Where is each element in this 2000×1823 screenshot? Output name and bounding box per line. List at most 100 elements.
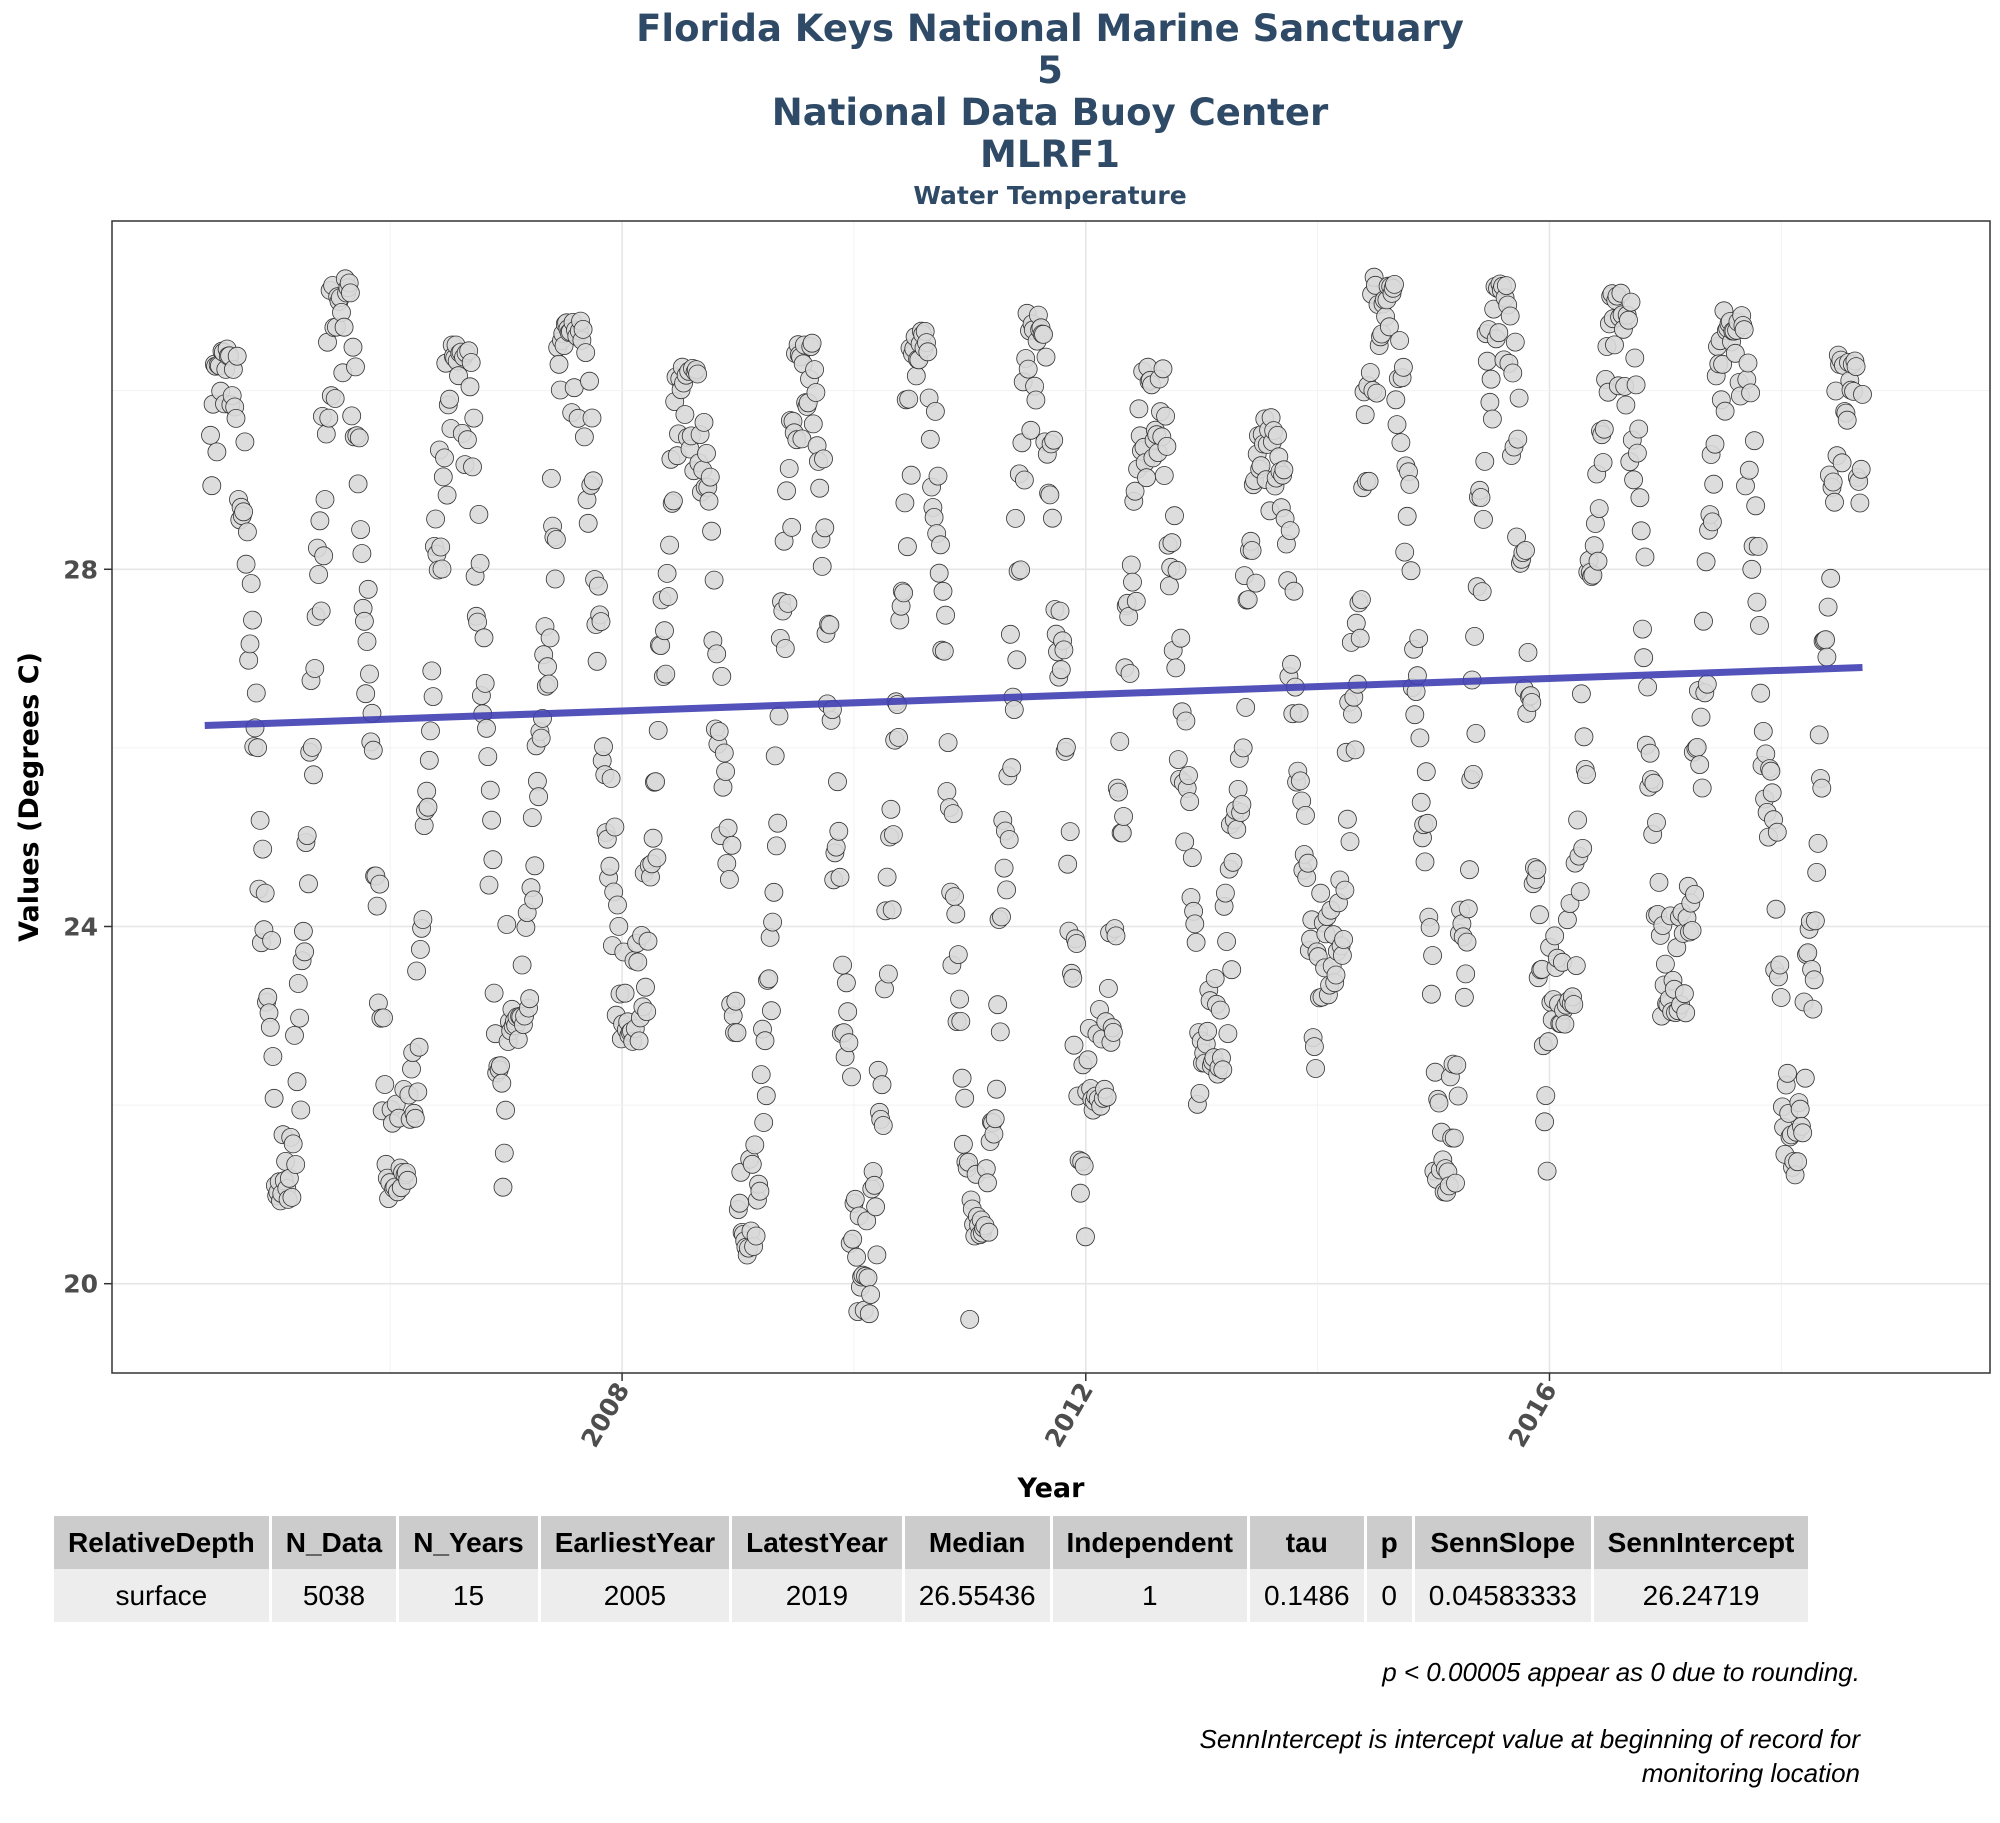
data-point xyxy=(759,969,779,989)
y-axis-label: Values (Degrees C) xyxy=(14,652,45,942)
data-point xyxy=(745,1135,765,1155)
data-point xyxy=(311,601,331,621)
data-point xyxy=(248,738,268,758)
data-point xyxy=(1685,885,1704,904)
data-point xyxy=(262,931,282,950)
data-point xyxy=(955,1088,975,1108)
data-point xyxy=(1762,783,1782,803)
data-point xyxy=(1109,782,1128,802)
data-point xyxy=(1420,918,1440,937)
data-point xyxy=(775,639,795,658)
data-point xyxy=(1238,590,1258,609)
data-point xyxy=(1475,451,1495,471)
data-point xyxy=(1289,703,1309,723)
data-point xyxy=(960,1310,980,1329)
data-point xyxy=(573,319,593,339)
table-row: surface 5038 15 2005 2019 26.55436 1 0.1… xyxy=(54,1569,1809,1622)
data-point xyxy=(236,554,256,574)
data-point xyxy=(1242,541,1262,560)
data-point xyxy=(426,509,446,529)
data-point xyxy=(1166,658,1186,678)
data-point xyxy=(1198,1021,1217,1041)
data-point xyxy=(1296,806,1315,825)
data-point xyxy=(299,874,318,894)
data-point xyxy=(531,728,551,748)
data-point xyxy=(1291,771,1310,791)
data-point xyxy=(263,1047,283,1066)
data-point xyxy=(712,667,732,686)
data-point xyxy=(1359,471,1379,491)
data-point xyxy=(742,1154,762,1174)
data-point xyxy=(829,821,849,841)
data-point xyxy=(1236,698,1256,717)
data-point xyxy=(494,1143,514,1163)
data-point xyxy=(988,995,1008,1015)
data-point xyxy=(1060,822,1080,841)
data-point xyxy=(697,443,716,463)
data-point xyxy=(688,364,707,384)
x-tick-label: 2016 xyxy=(1503,1378,1563,1453)
data-point xyxy=(1040,485,1060,505)
data-point xyxy=(226,408,246,428)
data-point xyxy=(895,493,915,513)
data-point xyxy=(234,502,254,522)
data-points xyxy=(201,267,1872,1329)
data-point xyxy=(1705,434,1725,454)
data-point xyxy=(1634,648,1654,668)
data-point xyxy=(1788,1152,1807,1172)
data-point xyxy=(899,389,919,409)
data-point xyxy=(351,520,371,539)
data-point xyxy=(638,931,658,951)
data-point xyxy=(1807,863,1827,882)
data-point xyxy=(1508,429,1528,449)
data-point xyxy=(1126,591,1146,611)
data-point xyxy=(1690,755,1710,774)
data-point xyxy=(346,357,365,377)
data-point xyxy=(1522,693,1542,712)
data-point xyxy=(937,782,957,801)
data-point xyxy=(460,377,480,397)
data-point xyxy=(1162,533,1182,553)
data-point xyxy=(814,449,833,469)
data-point xyxy=(843,1229,863,1249)
data-point xyxy=(1687,738,1707,757)
data-point xyxy=(1268,425,1287,445)
cell-tau: 0.1486 xyxy=(1249,1569,1364,1622)
data-point xyxy=(1186,933,1206,952)
data-point xyxy=(1352,590,1371,609)
data-point xyxy=(1745,431,1764,451)
data-point xyxy=(1555,1014,1575,1034)
data-point xyxy=(1097,1087,1117,1107)
data-point xyxy=(1185,914,1205,934)
data-point xyxy=(1851,459,1871,479)
data-point xyxy=(857,1211,877,1231)
data-point xyxy=(310,511,330,531)
data-point xyxy=(882,900,902,920)
data-point xyxy=(418,797,438,817)
data-point xyxy=(1057,737,1076,757)
data-point xyxy=(1570,882,1590,901)
data-point xyxy=(348,474,368,494)
data-point xyxy=(1112,823,1132,843)
data-point xyxy=(1394,357,1413,377)
data-point xyxy=(1448,1086,1468,1106)
data-point xyxy=(763,912,782,932)
data-point xyxy=(492,1073,512,1093)
data-point xyxy=(938,733,958,752)
data-point xyxy=(235,432,255,452)
data-point xyxy=(1446,1173,1465,1193)
data-point xyxy=(409,1037,429,1057)
data-point xyxy=(410,940,430,959)
data-point xyxy=(920,429,940,449)
data-point xyxy=(1125,481,1145,501)
data-point xyxy=(421,721,440,741)
data-point xyxy=(933,581,953,601)
data-point xyxy=(704,570,724,590)
data-point xyxy=(889,728,908,747)
data-point xyxy=(1457,932,1477,952)
data-point xyxy=(352,544,372,563)
data-point xyxy=(1675,984,1694,1004)
data-point xyxy=(859,1304,879,1324)
chart-title-line-4: MLRF1 xyxy=(980,133,1120,176)
data-point xyxy=(1629,419,1649,439)
